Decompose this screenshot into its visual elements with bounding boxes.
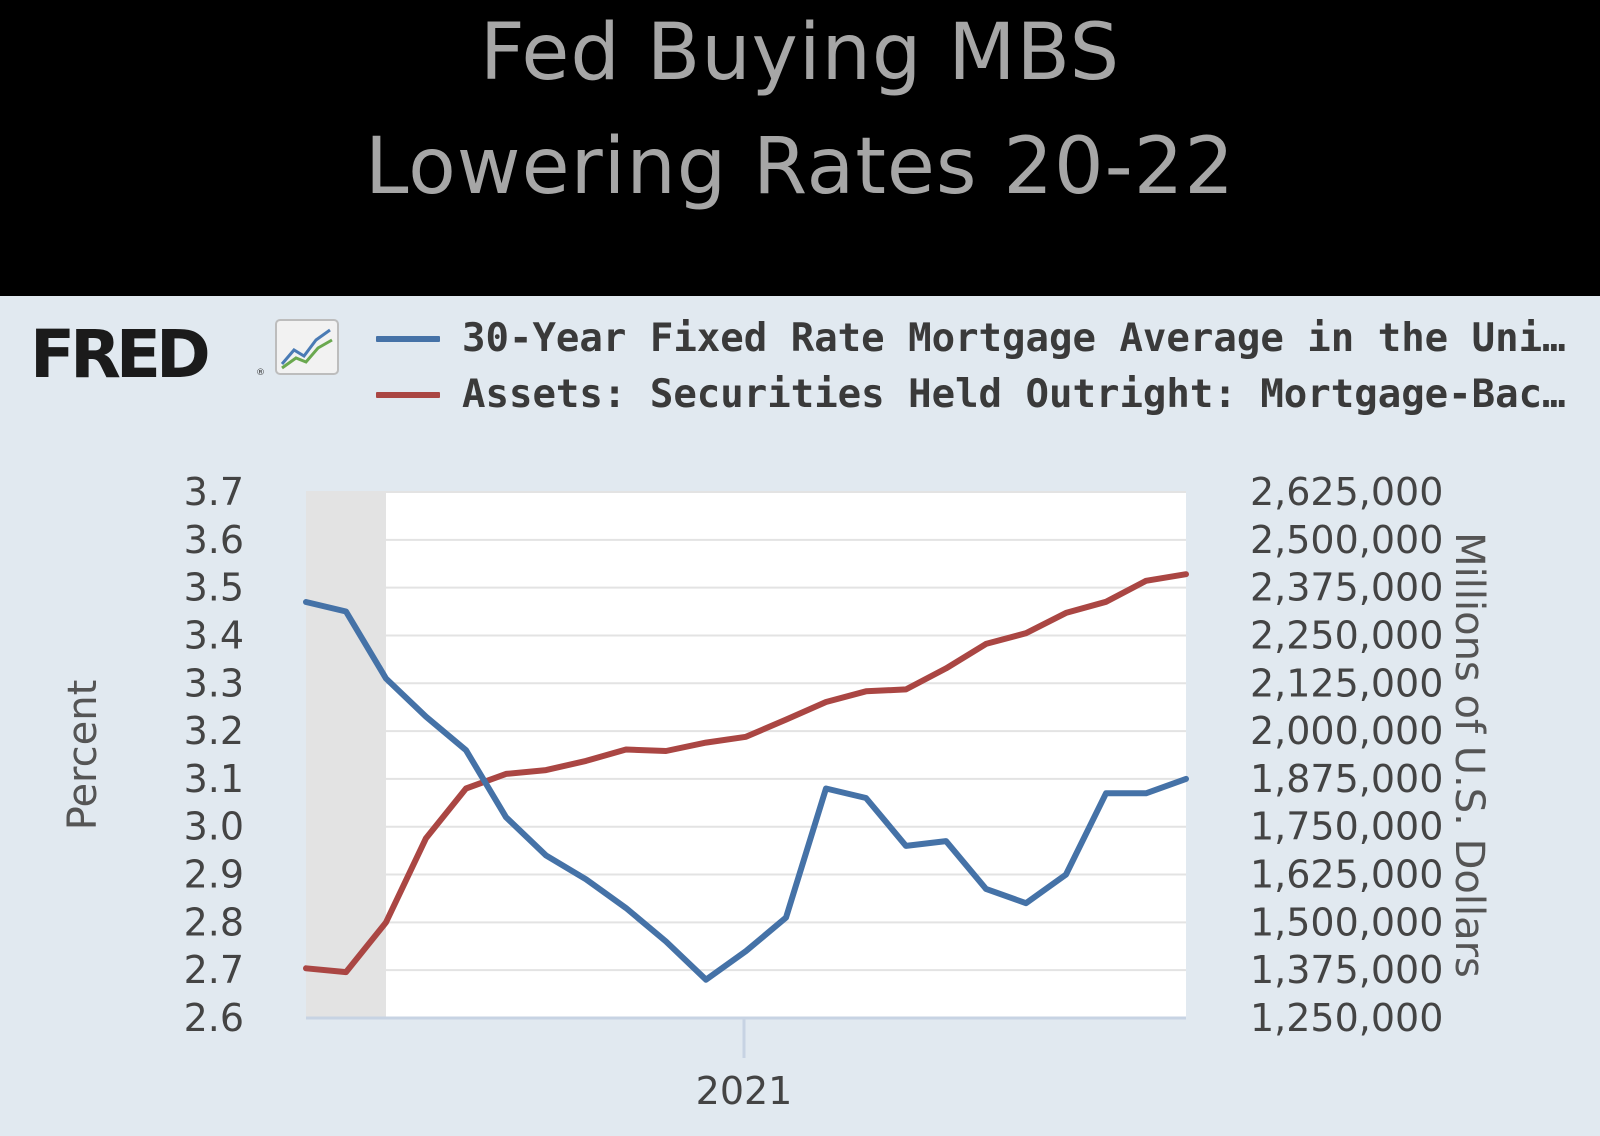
y-tick-right: 1,625,000 [1250,853,1443,897]
y-tick-left: 3.2 [184,709,244,753]
legend-label-mortgage-rate: 30-Year Fixed Rate Mortgage Average in t… [462,316,1566,361]
y-tick-left: 3.0 [184,805,244,849]
y-tick-right: 2,000,000 [1250,709,1443,753]
y-axis-left-title: Percent [60,680,106,831]
series-line-mortgage-rate[interactable] [303,599,1189,983]
y-tick-right: 1,750,000 [1250,805,1443,849]
y-tick-left: 2.6 [184,996,244,1040]
y-tick-left: 3.3 [184,661,244,705]
slide-title-line-1: Fed Buying MBS [479,8,1121,98]
y-tick-left: 3.7 [184,470,244,514]
legend-swatch-mortgage-rate [376,336,440,342]
y-tick-right: 1,250,000 [1250,996,1443,1040]
y-axis-right-title: Millions of U.S. Dollars [1446,532,1492,978]
title-band: Fed Buying MBS Lowering Rates 20-22 [0,0,1600,296]
y-tick-right: 1,375,000 [1250,948,1443,992]
recession-shading [306,492,386,1018]
y-tick-left: 2.7 [184,948,244,992]
y-tick-left: 3.4 [184,613,244,657]
y-tick-right: 2,125,000 [1250,661,1443,705]
y-tick-left: 2.9 [184,853,244,897]
y-tick-right: 2,250,000 [1250,613,1443,657]
chart-canvas: 3.73.63.53.43.33.23.13.02.92.82.72.6 2,6… [60,470,1492,1113]
x-tick-label: 2021 [696,1069,793,1113]
plot-area [306,492,1186,1018]
trend-chart-icon [275,319,339,375]
y-tick-right: 2,625,000 [1250,470,1443,514]
y-tick-right: 2,375,000 [1250,566,1443,610]
y-tick-left: 3.1 [184,757,244,801]
fred-logo[interactable]: FRED [30,316,211,393]
slide-title-line-2: Lowering Rates 20-22 [364,122,1235,212]
y-tick-right: 1,500,000 [1250,900,1443,944]
legend-swatch-mbs-assets [376,392,440,398]
y-tick-left: 3.5 [184,566,244,610]
y-tick-right: 2,500,000 [1250,518,1443,562]
legend-label-mbs-assets: Assets: Securities Held Outright: Mortga… [462,372,1566,417]
y-tick-left: 2.8 [184,900,244,944]
y-tick-left: 3.6 [184,518,244,562]
fred-registered-mark: ® [256,368,265,378]
y-tick-right: 1,875,000 [1250,757,1443,801]
fred-chart-panel: 3.7 3.6 3.5 3.4 3.3 3.2 3.1 3.0 2.9 2.8 2.7 2.6 2,6… [0,296,1600,1136]
series-line-mbs-assets[interactable] [303,571,1189,976]
